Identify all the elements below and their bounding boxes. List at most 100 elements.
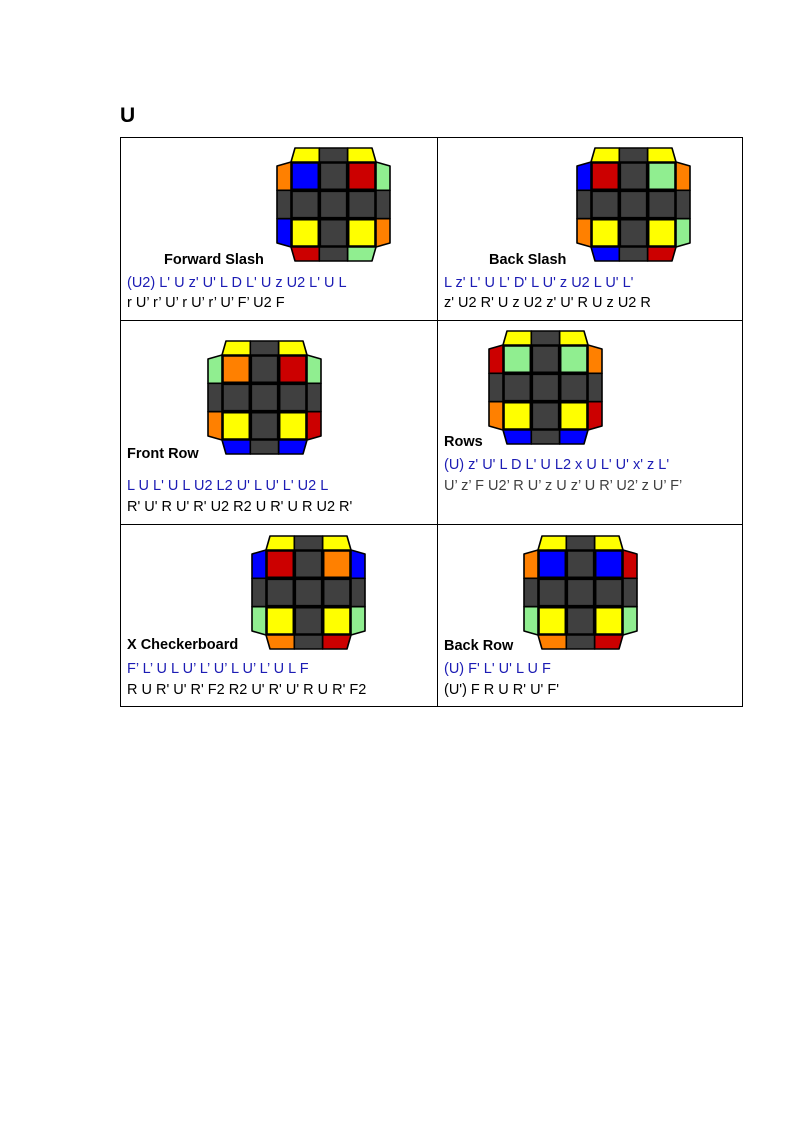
right-sticker xyxy=(375,161,391,192)
face-sticker xyxy=(319,162,348,191)
right-sticker xyxy=(622,577,638,608)
right-sticker xyxy=(622,605,638,636)
case-title: Front Row xyxy=(127,446,199,462)
cube-diagram-rows xyxy=(488,330,603,445)
face-sticker xyxy=(566,578,595,607)
face-sticker xyxy=(619,190,648,219)
face-sticker xyxy=(322,550,351,579)
bottom-sticker xyxy=(318,246,349,262)
left-sticker xyxy=(276,217,292,248)
bottom-sticker xyxy=(565,634,596,650)
top-sticker xyxy=(618,147,649,163)
face-sticker xyxy=(503,373,532,402)
face-sticker xyxy=(319,218,348,247)
face-sticker xyxy=(538,606,567,635)
right-sticker xyxy=(622,549,638,580)
case-title: Forward Slash xyxy=(164,252,264,268)
face-sticker xyxy=(647,218,676,247)
face-sticker xyxy=(538,578,567,607)
algorithm-alternate: R U R' U' R' F2 R2 U' R' U' R U R' F2 xyxy=(127,682,367,698)
row-divider xyxy=(120,524,743,525)
bottom-sticker xyxy=(221,439,252,455)
face-sticker xyxy=(566,606,595,635)
algorithm-alternate: (U') F R U R' U' F' xyxy=(444,682,559,698)
face-sticker xyxy=(347,190,376,219)
algorithm-alternate: z' U2 R' U z U2 z' U' R U z U2 R xyxy=(444,295,651,311)
left-sticker xyxy=(207,382,223,413)
bottom-sticker xyxy=(537,634,568,650)
right-sticker xyxy=(375,217,391,248)
face-sticker xyxy=(591,190,620,219)
left-sticker xyxy=(523,549,539,580)
face-sticker xyxy=(559,345,588,374)
top-sticker xyxy=(530,330,561,346)
top-sticker xyxy=(277,340,308,356)
face-sticker xyxy=(619,162,648,191)
top-sticker xyxy=(290,147,321,163)
face-sticker xyxy=(594,550,623,579)
bottom-sticker xyxy=(590,246,621,262)
left-sticker xyxy=(276,161,292,192)
face-sticker xyxy=(531,373,560,402)
right-sticker xyxy=(306,382,322,413)
top-sticker xyxy=(221,340,252,356)
right-sticker xyxy=(675,189,691,220)
face-sticker xyxy=(503,345,532,374)
bottom-sticker xyxy=(502,429,533,445)
bottom-sticker xyxy=(290,246,321,262)
left-sticker xyxy=(523,577,539,608)
section-heading: U xyxy=(120,104,136,127)
top-sticker xyxy=(565,535,596,551)
face-sticker xyxy=(503,401,532,430)
cube-diagram-back-row xyxy=(523,535,638,650)
cube-diagram-front-row xyxy=(207,340,322,455)
top-sticker xyxy=(249,340,280,356)
right-sticker xyxy=(587,400,603,431)
top-sticker xyxy=(646,147,677,163)
algorithm-primary: L z' L' U L' D' L U' z U2 L U' L' xyxy=(444,275,634,291)
algorithm-alternate: U’ z’ F U2’ R U’ z U z’ U R’ U2’ z U’ F’ xyxy=(444,478,683,494)
face-sticker xyxy=(594,606,623,635)
face-sticker xyxy=(294,606,323,635)
left-sticker xyxy=(488,372,504,403)
left-sticker xyxy=(576,189,592,220)
top-sticker xyxy=(318,147,349,163)
face-sticker xyxy=(647,162,676,191)
cube-diagram-back-slash xyxy=(576,147,691,262)
bottom-sticker xyxy=(618,246,649,262)
left-sticker xyxy=(251,605,267,636)
face-sticker xyxy=(291,190,320,219)
face-sticker xyxy=(319,190,348,219)
face-sticker xyxy=(278,383,307,412)
face-sticker xyxy=(531,345,560,374)
bottom-sticker xyxy=(321,634,352,650)
right-sticker xyxy=(350,605,366,636)
top-sticker xyxy=(558,330,589,346)
face-sticker xyxy=(250,383,279,412)
case-title: Back Row xyxy=(444,638,514,654)
bottom-sticker xyxy=(249,439,280,455)
face-sticker xyxy=(347,218,376,247)
left-sticker xyxy=(523,605,539,636)
face-sticker xyxy=(591,162,620,191)
left-sticker xyxy=(251,549,267,580)
face-sticker xyxy=(531,401,560,430)
face-sticker xyxy=(619,218,648,247)
algorithm-primary: (U) F' L' U' L U F xyxy=(444,661,551,677)
face-sticker xyxy=(559,373,588,402)
face-sticker xyxy=(250,355,279,384)
left-sticker xyxy=(251,577,267,608)
left-sticker xyxy=(576,161,592,192)
right-sticker xyxy=(350,549,366,580)
face-sticker xyxy=(559,401,588,430)
face-sticker xyxy=(222,411,251,440)
face-sticker xyxy=(538,550,567,579)
case-title: X Checkerboard xyxy=(127,637,239,653)
face-sticker xyxy=(566,550,595,579)
face-sticker xyxy=(347,162,376,191)
right-sticker xyxy=(675,161,691,192)
face-sticker xyxy=(266,550,295,579)
bottom-sticker xyxy=(593,634,624,650)
right-sticker xyxy=(350,577,366,608)
